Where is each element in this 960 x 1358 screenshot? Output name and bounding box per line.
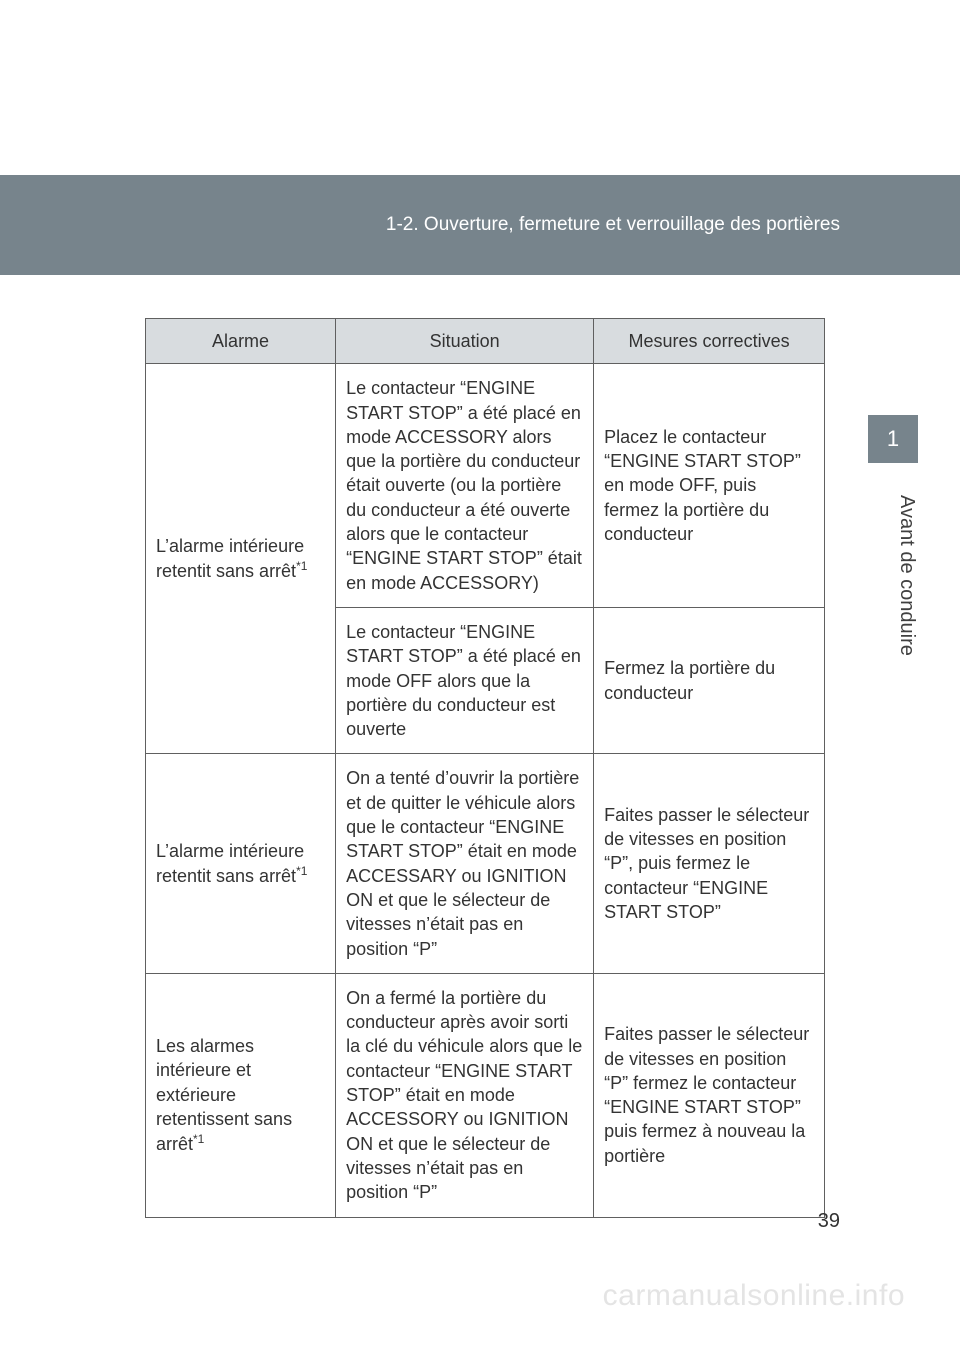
cell-situation: Le contacteur “ENGINE START STOP” a été … — [336, 364, 594, 608]
alarme-footnote: *1 — [193, 1132, 204, 1146]
chapter-tab: 1 — [868, 415, 918, 463]
cell-alarme: L’alarme intérieure retentit sans arrêt*… — [146, 754, 336, 973]
col-mesures: Mesures correctives — [594, 319, 825, 364]
alarme-text: L’alarme intérieure retentit sans arrêt — [156, 536, 304, 581]
cell-mesure: Faites passer le sélecteur de vitesses e… — [594, 754, 825, 973]
section-header-band: 1-2. Ouverture, fermeture et verrouillag… — [0, 175, 960, 275]
section-title: 1-2. Ouverture, fermeture et verrouillag… — [386, 175, 840, 275]
alarme-text: Les alarmes intérieure et extérieure ret… — [156, 1036, 292, 1154]
chapter-vertical-label: Avant de conduire — [868, 495, 918, 755]
cell-alarme: L’alarme intérieure retentit sans arrêt*… — [146, 364, 336, 754]
table-header-row: Alarme Situation Mesures correctives — [146, 319, 825, 364]
table-row: L’alarme intérieure retentit sans arrêt*… — [146, 754, 825, 973]
cell-mesure: Fermez la portière du conducteur — [594, 607, 825, 753]
table-row: L’alarme intérieure retentit sans arrêt*… — [146, 364, 825, 608]
watermark: carmanualsonline.info — [603, 1279, 905, 1313]
col-alarme: Alarme — [146, 319, 336, 364]
cell-situation: On a tenté d’ouvrir la portière et de qu… — [336, 754, 594, 973]
alarme-text: L’alarme intérieure retentit sans arrêt — [156, 841, 304, 886]
alarme-footnote: *1 — [296, 559, 307, 573]
chapter-number: 1 — [887, 426, 899, 451]
cell-mesure: Placez le contacteur “ENGINE START STOP”… — [594, 364, 825, 608]
alarm-table-container: Alarme Situation Mesures correctives L’a… — [145, 318, 825, 1218]
cell-mesure: Faites passer le sélecteur de vitesses e… — [594, 973, 825, 1217]
cell-situation: Le contacteur “ENGINE START STOP” a été … — [336, 607, 594, 753]
cell-situation: On a fermé la portière du conducteur apr… — [336, 973, 594, 1217]
alarme-footnote: *1 — [296, 864, 307, 878]
cell-alarme: Les alarmes intérieure et extérieure ret… — [146, 973, 336, 1217]
alarm-table: Alarme Situation Mesures correctives L’a… — [145, 318, 825, 1218]
table-row: Les alarmes intérieure et extérieure ret… — [146, 973, 825, 1217]
col-situation: Situation — [336, 319, 594, 364]
page-number: 39 — [818, 1210, 840, 1233]
